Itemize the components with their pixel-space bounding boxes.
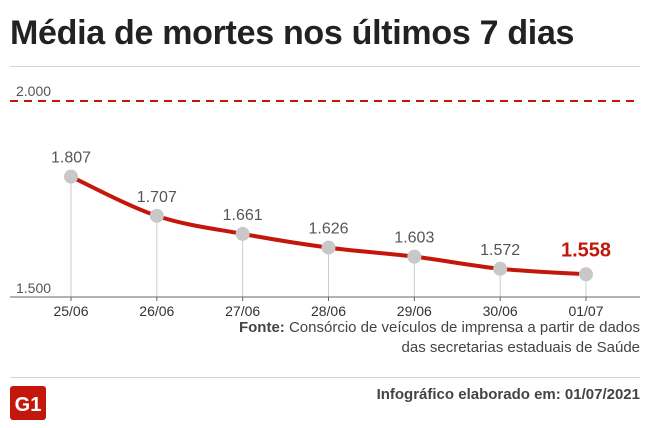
data-label: 1.707 xyxy=(137,189,177,206)
data-label: 1.626 xyxy=(308,221,348,238)
data-label: 1.661 xyxy=(223,207,263,224)
chart-title: Média de mortes nos últimos 7 dias xyxy=(10,14,575,52)
x-tick-label: 26/06 xyxy=(139,303,174,319)
source-text: Consórcio de veículos de imprensa a part… xyxy=(284,319,640,356)
data-label: 1.572 xyxy=(480,242,520,259)
data-label: 1.603 xyxy=(394,230,434,247)
infographic-credit: Infográfico elaborado em: 01/07/2021 xyxy=(376,386,640,403)
source-note: Fonte: Consórcio de veículos de imprensa… xyxy=(220,318,640,358)
data-point xyxy=(407,249,422,264)
x-tick-label: 27/06 xyxy=(225,303,260,319)
data-label: 1.807 xyxy=(51,150,91,167)
x-tick-label: 01/07 xyxy=(568,303,603,319)
data-point xyxy=(235,226,250,241)
bottom-divider xyxy=(10,377,640,378)
svg-text:G1: G1 xyxy=(15,394,42,416)
data-point xyxy=(321,240,336,255)
x-tick-label: 25/06 xyxy=(53,303,88,319)
data-point xyxy=(579,267,593,282)
data-point xyxy=(149,208,164,223)
highlight-value-label: 1.558 xyxy=(561,239,611,261)
top-divider xyxy=(10,66,640,67)
data-point xyxy=(64,169,78,184)
x-tick-label: 29/06 xyxy=(397,303,432,319)
g1-logo: G1 xyxy=(10,386,46,420)
source-label: Fonte: xyxy=(238,319,285,336)
data-point xyxy=(493,261,508,276)
reference-line-label: 2.000 xyxy=(16,83,51,99)
x-tick-label: 28/06 xyxy=(311,303,346,319)
y-tick-label: 1.500 xyxy=(16,280,51,296)
x-tick-label: 30/06 xyxy=(483,303,518,319)
